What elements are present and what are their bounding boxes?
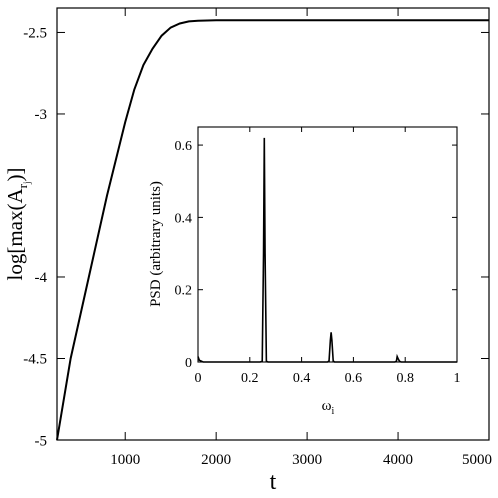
inset-y-axis-label: PSD (arbitrary units) xyxy=(148,181,164,307)
main-x-tick-label: 5000 xyxy=(462,452,492,468)
main-ticks: 1000 2000 3000 4000 5000 -5 -4.5 -4 -3 -2.5 xyxy=(23,8,492,468)
main-y-tick-label: -4 xyxy=(35,270,48,286)
inset-x-label-main: ω xyxy=(322,398,332,414)
inset-x-tick-label: 0.6 xyxy=(345,371,363,386)
inset-x-tick-label: 0 xyxy=(195,371,202,386)
main-chart: 1000 2000 3000 4000 5000 -5 -4.5 -4 -3 -2.5 t log… xyxy=(3,7,492,495)
main-y-label-sub: r xyxy=(15,183,30,188)
main-x-tick-label: 2000 xyxy=(201,452,231,468)
inset-y-tick-label: 0.2 xyxy=(175,284,193,299)
main-series-line xyxy=(56,19,489,441)
inset-x-axis-label: ωi xyxy=(322,398,335,417)
main-y-tick-label: -3 xyxy=(35,107,48,123)
inset-ticks: 0 0.2 0.4 0.6 0.8 1 0 0.2 0.4 0.6 xyxy=(175,127,461,386)
main-x-tick-label: 4000 xyxy=(383,452,413,468)
main-y-tick-label: -4.5 xyxy=(23,352,47,368)
main-y-tick-label: -2.5 xyxy=(23,26,47,42)
main-plot-frame xyxy=(56,7,490,441)
main-y-tick-label: -5 xyxy=(35,433,48,449)
main-x-tick-label: 3000 xyxy=(292,452,322,468)
main-y-label-end: )] xyxy=(3,167,27,181)
inset-background xyxy=(198,127,457,362)
main-x-tick-label: 1000 xyxy=(110,452,140,468)
inset-x-label-sub: i xyxy=(332,406,335,417)
main-y-label-main: log[max(A xyxy=(3,188,27,281)
inset-y-tick-label: 0.4 xyxy=(175,211,193,226)
inset-x-tick-label: 0.4 xyxy=(293,371,311,386)
inset-x-tick-label: 1 xyxy=(454,371,461,386)
inset-y-tick-label: 0.6 xyxy=(175,139,193,154)
inset-y-tick-label: 0 xyxy=(185,356,192,371)
main-x-axis-label: t xyxy=(270,469,277,495)
inset-chart: 0 0.2 0.4 0.6 0.8 1 0 0.2 0.4 0.6 ωi PSD (arbitra… xyxy=(148,126,461,417)
inset-x-tick-label: 0.2 xyxy=(241,371,259,386)
inset-series-line xyxy=(197,137,457,363)
main-y-axis-label: log[max(Arj)] xyxy=(3,167,32,280)
inset-x-tick-label: 0.8 xyxy=(396,371,414,386)
main-y-label-subsub: j xyxy=(22,181,32,185)
